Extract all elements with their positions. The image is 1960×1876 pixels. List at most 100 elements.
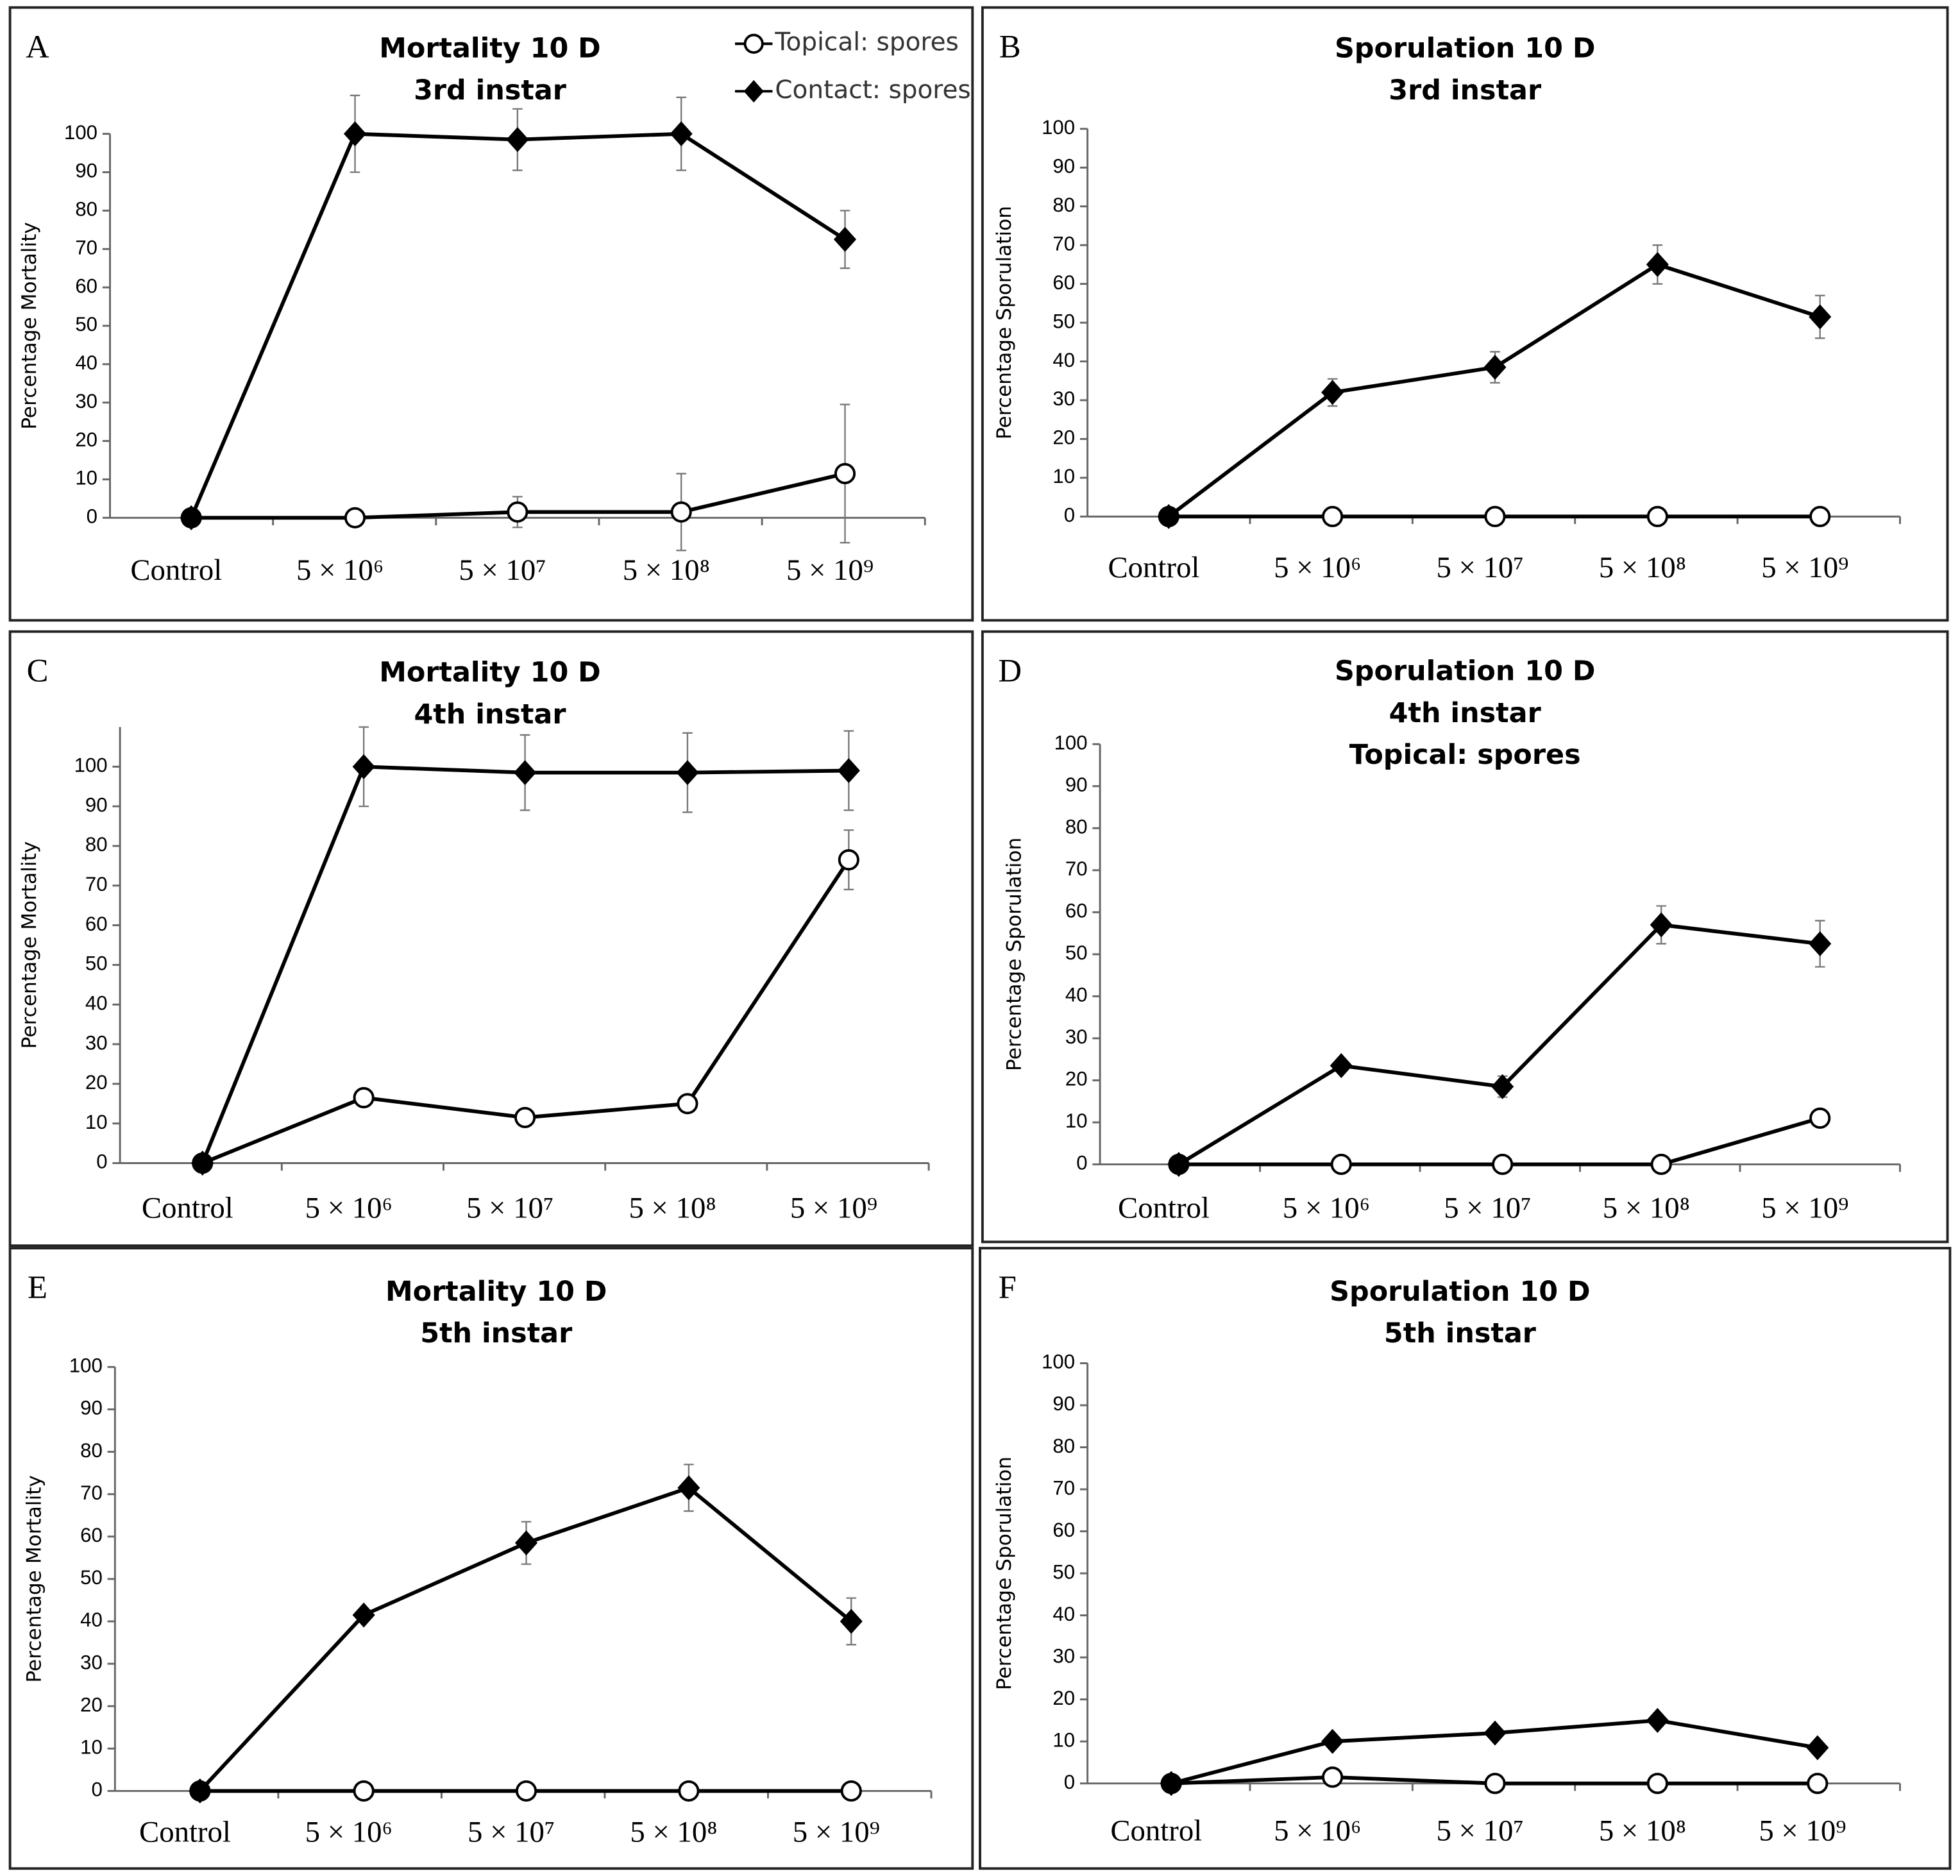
chart-title: Mortality 10 D — [379, 657, 601, 689]
chart-title: 4th instar — [414, 698, 566, 731]
y-tick-label: 40 — [85, 992, 108, 1014]
x-tick-label: 5 × 10⁷ — [1437, 551, 1524, 584]
marker — [833, 226, 857, 252]
y-tick-label: 50 — [1052, 310, 1075, 332]
marker — [1160, 1771, 1183, 1796]
x-tick-label: 5 × 10⁹ — [1761, 551, 1848, 584]
marker — [514, 760, 537, 786]
legend-label: Topical: spores — [774, 28, 958, 57]
marker — [1484, 505, 1506, 527]
marker — [670, 501, 692, 523]
x-tick-label: 5 × 10⁹ — [1759, 1814, 1846, 1847]
panel-border — [981, 6, 1949, 622]
marker — [1157, 503, 1180, 529]
marker — [1321, 1728, 1344, 1754]
y-axis-label: Percentage Mortality — [23, 1475, 46, 1683]
marker — [1322, 505, 1344, 527]
chart-title: 5th instar — [1384, 1317, 1537, 1349]
y-tick-label: 60 — [85, 913, 108, 935]
x-tick-label: Control — [1110, 1814, 1202, 1847]
y-tick-label: 60 — [1052, 1519, 1075, 1541]
y-tick-label: 10 — [75, 467, 97, 489]
marker — [1484, 1773, 1506, 1795]
x-tick-label: 5 × 10⁹ — [786, 554, 874, 587]
panel-label: F — [999, 1269, 1017, 1305]
x-tick-label: 5 × 10⁷ — [466, 1191, 553, 1224]
marker — [838, 849, 859, 871]
y-tick-label: 60 — [1065, 900, 1088, 922]
y-tick-label: 30 — [1065, 1026, 1088, 1048]
marker — [1483, 355, 1507, 380]
chart-title: 3rd instar — [414, 74, 567, 106]
y-tick-label: 70 — [1052, 232, 1075, 255]
x-tick-label: 5 × 10⁷ — [459, 554, 546, 587]
marker — [1809, 304, 1832, 330]
marker — [343, 121, 367, 147]
marker — [1330, 1153, 1352, 1176]
y-tick-label: 20 — [1065, 1068, 1088, 1090]
y-tick-label: 20 — [75, 428, 97, 451]
y-tick-label: 90 — [1052, 155, 1075, 178]
x-tick-label: 5 × 10⁶ — [1283, 1191, 1370, 1224]
y-tick-label: 100 — [1054, 731, 1088, 754]
y-axis-label: Percentage Sporulation — [1003, 838, 1026, 1071]
panel-border — [981, 630, 1949, 1244]
marker — [352, 754, 375, 779]
chart-title: 5th instar — [420, 1317, 573, 1349]
y-axis-label: Percentage Sporulation — [993, 206, 1016, 439]
panel-label: C — [27, 653, 49, 689]
y-tick-label: 80 — [85, 833, 108, 856]
marker — [1807, 1773, 1829, 1795]
x-tick-label: Control — [142, 1191, 233, 1224]
marker — [676, 760, 699, 786]
y-tick-label: 80 — [1052, 1435, 1075, 1457]
marker — [1167, 1151, 1190, 1177]
marker — [1650, 1153, 1672, 1176]
y-tick-label: 20 — [85, 1071, 108, 1094]
y-tick-label: 0 — [87, 505, 97, 528]
marker — [840, 1780, 862, 1802]
chart-title: Sporulation 10 D — [1330, 1276, 1591, 1308]
y-tick-label: 30 — [75, 390, 97, 412]
marker — [678, 1780, 700, 1802]
x-tick-label: Control — [1118, 1191, 1210, 1224]
y-tick-label: 10 — [80, 1736, 103, 1759]
y-tick-label: 20 — [1052, 427, 1075, 449]
y-tick-label: 60 — [80, 1524, 103, 1546]
series-line — [201, 765, 849, 1164]
x-tick-label: Control — [130, 554, 222, 587]
x-tick-label: 5 × 10⁹ — [1761, 1191, 1848, 1224]
x-tick-label: 5 × 10⁷ — [1437, 1814, 1524, 1847]
marker — [1809, 931, 1832, 956]
panel-label: B — [999, 29, 1021, 65]
marker — [1646, 1773, 1668, 1795]
marker — [837, 758, 860, 784]
y-tick-label: 90 — [85, 793, 108, 816]
panel-border — [8, 6, 974, 622]
y-tick-label: 50 — [80, 1566, 103, 1589]
y-tick-label: 100 — [1042, 116, 1075, 139]
x-tick-label: Control — [1108, 551, 1199, 584]
y-tick-label: 20 — [1052, 1687, 1075, 1709]
y-tick-label: 0 — [96, 1151, 107, 1173]
y-axis-label: Percentage Mortality — [18, 841, 41, 1049]
marker — [834, 462, 856, 485]
y-tick-label: 100 — [1042, 1351, 1075, 1373]
y-tick-label: 70 — [80, 1482, 103, 1504]
y-tick-label: 100 — [74, 754, 108, 777]
panel-border — [8, 630, 974, 1247]
x-tick-label: 5 × 10⁷ — [468, 1815, 555, 1848]
x-tick-label: 5 × 10⁸ — [623, 554, 710, 587]
panel-label: A — [26, 29, 49, 65]
marker — [514, 1530, 538, 1556]
y-tick-label: 40 — [80, 1609, 103, 1631]
marker — [514, 1106, 536, 1128]
series-line — [189, 131, 847, 519]
marker — [507, 501, 528, 523]
y-tick-label: 90 — [80, 1397, 103, 1419]
y-tick-label: 90 — [75, 160, 97, 182]
y-tick-label: 10 — [1052, 465, 1075, 487]
y-tick-label: 30 — [80, 1651, 103, 1673]
x-tick-label: 5 × 10⁸ — [1599, 551, 1686, 584]
chart-title: 3rd instar — [1389, 74, 1542, 106]
